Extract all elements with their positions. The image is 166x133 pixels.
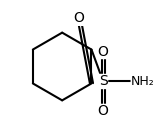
- Text: S: S: [99, 74, 108, 88]
- Text: O: O: [98, 104, 109, 118]
- Text: O: O: [74, 11, 84, 25]
- Text: O: O: [98, 45, 109, 59]
- Text: NH₂: NH₂: [131, 75, 155, 88]
